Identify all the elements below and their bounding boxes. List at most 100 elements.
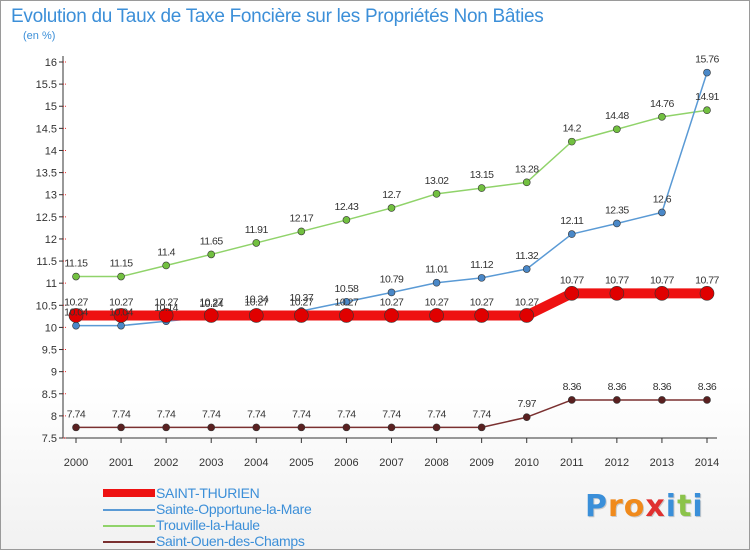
y-tick-label: 10 [45, 322, 57, 334]
y-tick-label: 16 [45, 57, 57, 69]
data-label: 11.01 [425, 264, 449, 276]
x-tick-label: 2005 [289, 457, 313, 469]
data-label: 7.74 [427, 408, 446, 420]
data-point [203, 308, 219, 323]
x-tick-label: 2006 [334, 457, 358, 469]
data-point [158, 308, 174, 323]
x-tick-label: 2008 [424, 457, 448, 469]
data-point [613, 219, 621, 228]
y-tick-label: 8 [51, 411, 57, 423]
x-tick-label: 2000 [64, 457, 88, 469]
chart-title: Evolution du Taux de Taxe Foncière sur l… [11, 6, 544, 27]
data-label: 14.48 [605, 110, 629, 122]
data-label: 10.27 [109, 296, 133, 308]
data-label: 10.27 [154, 296, 178, 308]
data-label: 10.27 [289, 296, 313, 308]
data-point [432, 190, 441, 198]
data-label: 10.27 [335, 296, 359, 308]
y-tick-label: 12.5 [36, 212, 57, 224]
legend-swatch-saint-ouen [103, 541, 155, 543]
data-label: 10.04 [64, 307, 88, 319]
data-point [699, 286, 715, 301]
data-label: 13.02 [425, 175, 449, 187]
data-label: 11.4 [157, 246, 175, 258]
data-label: 10.27 [470, 296, 494, 308]
data-point [68, 308, 84, 323]
legend-swatch-saint-thurien [103, 489, 155, 497]
data-label: 12.35 [605, 204, 629, 216]
data-point [252, 239, 261, 247]
logo-letter: o [623, 489, 646, 524]
data-point [384, 308, 399, 323]
x-tick-label: 2010 [514, 457, 538, 469]
data-label: 10.79 [380, 273, 404, 285]
x-tick-label: 2014 [695, 457, 719, 469]
data-point [72, 423, 80, 432]
data-point [162, 423, 170, 432]
data-label: 7.97 [517, 398, 536, 410]
logo-letter: i [665, 489, 678, 524]
data-point [72, 321, 80, 330]
data-point [429, 308, 444, 323]
data-point [117, 272, 125, 281]
data-point [387, 423, 396, 432]
data-point [658, 208, 666, 217]
y-tick-label: 13.5 [36, 168, 57, 180]
data-label: 13.28 [515, 163, 539, 175]
data-point [117, 423, 125, 432]
chart-subtitle: (en %) [23, 30, 56, 42]
data-label: 10.27 [425, 296, 449, 308]
data-label: 15.76 [695, 54, 719, 66]
data-point [207, 250, 216, 259]
logo-letter: P [585, 489, 608, 524]
data-point [72, 272, 80, 281]
data-point [567, 137, 576, 146]
data-point [342, 297, 351, 306]
data-label: 11.91 [245, 224, 269, 236]
data-label: 10.14 [154, 302, 178, 314]
data-point [432, 278, 441, 287]
y-tick-label: 9.5 [42, 345, 57, 357]
legend-label-sainte-opportune: Sainte-Opportune-la-Mare [156, 501, 312, 517]
legend-swatch-trouville [103, 525, 155, 527]
data-label: 10.77 [650, 274, 674, 286]
data-label: 11.12 [470, 259, 494, 271]
data-label: 7.74 [202, 408, 221, 420]
legend-item-saint-thurien: SAINT-THURIEN [103, 485, 403, 502]
y-tick-label: 14 [45, 145, 57, 157]
data-point [248, 308, 264, 323]
data-point [654, 286, 670, 301]
data-label: 10.24 [199, 298, 223, 310]
y-tick-label: 14.5 [36, 123, 57, 135]
data-label: 7.74 [337, 408, 356, 420]
data-label: 8.36 [563, 381, 582, 393]
data-label: 10.77 [560, 274, 584, 286]
data-label: 7.74 [472, 408, 491, 420]
data-point [339, 308, 354, 323]
x-tick-label: 2004 [244, 457, 268, 469]
data-label: 10.58 [335, 283, 359, 295]
data-label: 7.74 [247, 408, 266, 420]
data-label: 12.7 [382, 189, 401, 201]
x-tick-label: 2011 [560, 457, 584, 469]
x-tick-label: 2012 [605, 457, 629, 469]
y-tick-label: 15 [45, 101, 57, 113]
proxiti-logo: Proxiti [585, 489, 704, 524]
data-label: 10.27 [380, 296, 404, 308]
data-point [477, 423, 486, 432]
data-point [342, 216, 351, 224]
data-label: 10.37 [289, 292, 313, 304]
data-point [703, 396, 711, 404]
x-tick-label: 2002 [154, 457, 178, 469]
data-label: 10.27 [199, 296, 223, 308]
y-tick-label: 7.5 [42, 433, 57, 445]
data-point [522, 265, 531, 273]
data-point [297, 423, 306, 432]
data-label: 11.32 [515, 250, 539, 262]
data-label: 10.77 [695, 274, 719, 286]
data-label: 10.27 [64, 296, 88, 308]
y-tick-label: 9 [51, 367, 57, 379]
x-tick-label: 2013 [650, 457, 674, 469]
data-point [567, 230, 576, 238]
data-label: 12.6 [653, 193, 672, 205]
